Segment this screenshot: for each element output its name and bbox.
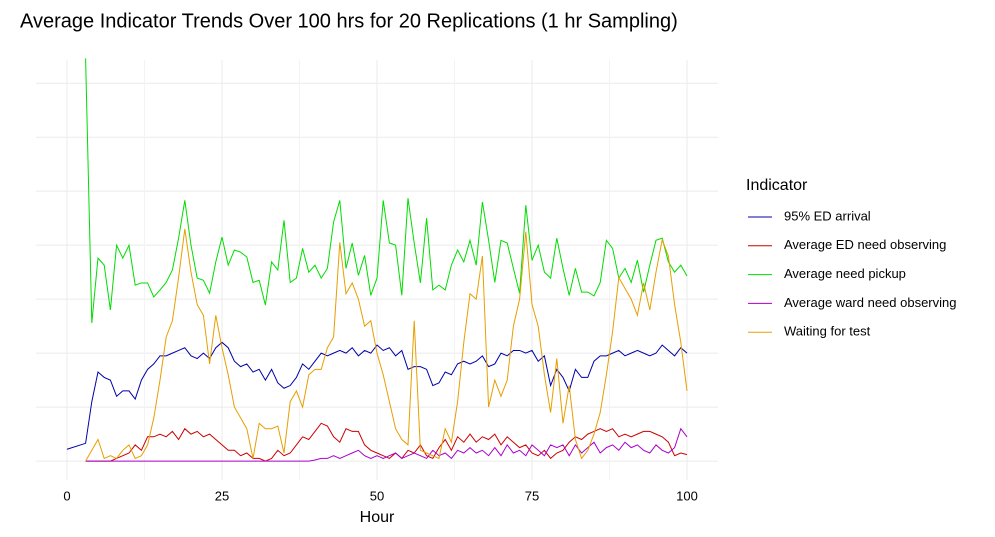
legend-label: 95% ED arrival: [784, 208, 871, 223]
legend-title: Indicator: [746, 177, 808, 194]
x-tick-label: 25: [215, 488, 229, 503]
legend-label: Average ward need observing: [784, 295, 957, 310]
series-line: [85, 228, 688, 462]
series-line: [85, 427, 688, 462]
chart-title: Average Indicator Trends Over 100 hrs fo…: [20, 10, 678, 32]
series-line: [66, 341, 688, 450]
legend-label: Waiting for test: [784, 324, 871, 339]
x-tick-label: 50: [370, 488, 384, 503]
legend-label: Average need pickup: [784, 266, 906, 281]
x-axis-label: Hour: [360, 509, 395, 526]
series-line: [85, 422, 688, 462]
series-line: [85, 58, 688, 323]
x-tick-label: 75: [525, 488, 539, 503]
x-tick-label: 0: [63, 488, 70, 503]
x-tick-label: 100: [676, 488, 698, 503]
legend-label: Average ED need observing: [784, 237, 946, 252]
